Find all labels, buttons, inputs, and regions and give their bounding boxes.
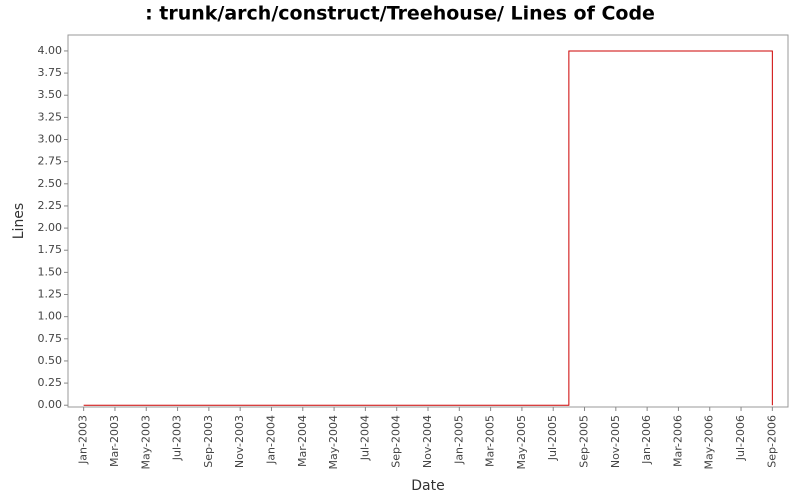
x-tick-label: Jul-2006 — [734, 415, 747, 461]
x-tick-label: Jul-2005 — [546, 415, 559, 461]
x-tick-label: Jan-2003 — [77, 415, 90, 465]
x-tick-label: May-2005 — [515, 415, 528, 470]
x-tick-label: Sep-2004 — [390, 415, 403, 468]
x-tick-label: Jan-2006 — [640, 415, 653, 465]
y-tick-label: 0.00 — [38, 398, 63, 411]
x-tick-label: Sep-2006 — [765, 415, 778, 468]
x-tick-label: Nov-2003 — [233, 415, 246, 468]
x-tick-label: Nov-2005 — [609, 415, 622, 468]
x-tick-label: Mar-2004 — [296, 415, 309, 467]
y-axis-label: Lines — [11, 203, 27, 239]
y-tick-label: 2.25 — [38, 199, 63, 212]
x-tick-label: Sep-2005 — [578, 415, 591, 468]
y-tick-label: 4.00 — [38, 44, 63, 57]
chart-title: : trunk/arch/construct/Treehouse/ Lines … — [145, 3, 655, 25]
y-tick-label: 3.00 — [38, 133, 63, 146]
y-tick-label: 2.75 — [38, 155, 63, 168]
x-tick-label: Jan-2004 — [264, 415, 277, 465]
y-tick-label: 1.75 — [38, 243, 63, 256]
x-tick-label: Mar-2006 — [671, 415, 684, 467]
x-tick-label: May-2006 — [703, 415, 716, 470]
x-tick-label: Jul-2004 — [358, 415, 371, 461]
y-tick-label: 0.25 — [38, 376, 63, 389]
y-tick-label: 2.00 — [38, 221, 63, 234]
y-tick-label: 3.50 — [38, 88, 63, 101]
y-tick-label: 1.50 — [38, 265, 63, 278]
x-tick-label: Sep-2003 — [202, 415, 215, 468]
x-axis-label: Date — [411, 478, 444, 494]
y-tick-label: 1.00 — [38, 310, 63, 323]
y-tick-label: 1.25 — [38, 288, 63, 301]
x-tick-label: Nov-2004 — [421, 415, 434, 468]
x-tick-label: May-2003 — [139, 415, 152, 470]
x-tick-label: Mar-2005 — [484, 415, 497, 467]
y-tick-label: 3.25 — [38, 110, 63, 123]
y-tick-label: 0.75 — [38, 332, 63, 345]
y-tick-label: 0.50 — [38, 354, 63, 367]
x-tick-label: Jan-2005 — [452, 415, 465, 465]
y-tick-label: 3.75 — [38, 66, 63, 79]
x-tick-label: May-2004 — [327, 415, 340, 470]
plot-area — [67, 34, 789, 408]
y-tick-label: 2.50 — [38, 177, 63, 190]
x-tick-label: Mar-2003 — [108, 415, 121, 467]
x-tick-label: Jul-2003 — [171, 415, 184, 461]
data-line — [83, 50, 773, 406]
